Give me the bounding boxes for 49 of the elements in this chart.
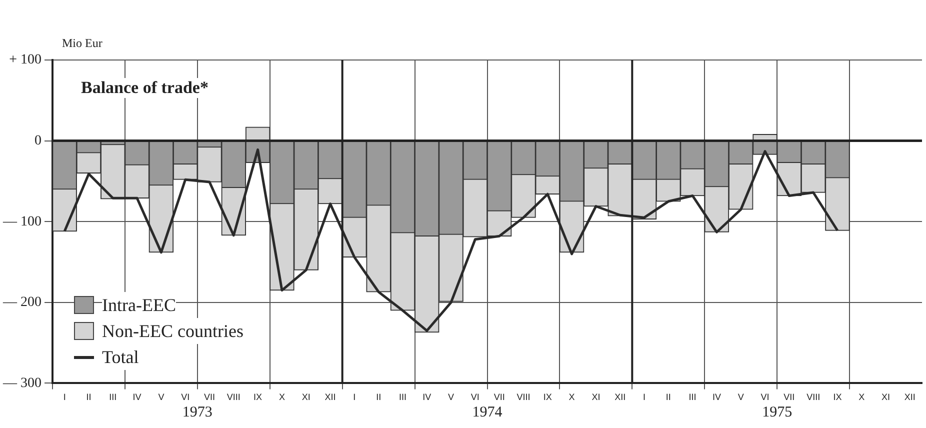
y-tick-label: 0 — [34, 133, 42, 148]
x-tick-label: V — [738, 392, 744, 402]
x-tick-label: IX — [543, 392, 552, 402]
x-tick-label: X — [858, 392, 865, 402]
x-tick-label: XI — [882, 392, 890, 402]
y-axis-title: Mio Eur — [62, 36, 102, 51]
legend-label: Intra-EEC — [102, 292, 176, 318]
x-tick-label: VIII — [226, 392, 240, 402]
x-tick-label: XII — [614, 392, 626, 402]
y-tick-label: + 100 — [9, 52, 42, 68]
x-tick-label: XII — [324, 392, 336, 402]
x-tick-label: VII — [784, 392, 795, 402]
y-tick-label: — 300 — [2, 376, 42, 391]
text: 1975 — [762, 404, 792, 421]
x-tick-label: XI — [302, 392, 310, 402]
x-tick-label: VI — [181, 392, 190, 402]
x-tick-label: VI — [470, 392, 480, 402]
x-tick-label: I — [642, 392, 646, 402]
x-tick-label: XII — [904, 392, 916, 402]
x-tick-label: II — [376, 392, 382, 402]
x-tick-label: IX — [833, 392, 842, 402]
x-tick-label: VIII — [516, 392, 530, 402]
legend-label: Non-EEC countries — [102, 318, 244, 344]
x-tick-label: IV — [132, 392, 142, 402]
y-tick-label: — 200 — [2, 295, 42, 310]
x-tick-label: III — [688, 392, 696, 402]
x-tick-label: IV — [712, 392, 721, 402]
y-tick-label: — 100 — [2, 214, 42, 230]
x-tick-label: III — [398, 392, 406, 402]
x-tick-label: II — [666, 392, 671, 402]
x-tick-label: VII — [494, 392, 505, 402]
x-tick-label: VIII — [806, 392, 820, 402]
x-tick-label: IV — [422, 392, 432, 402]
legend-label: Total — [102, 344, 139, 370]
text: 1973 — [182, 404, 212, 421]
x-tick-label: III — [109, 392, 117, 402]
x-tick-label: XI — [592, 392, 600, 402]
x-tick-label: VII — [204, 392, 215, 402]
x-tick-label: II — [86, 392, 92, 402]
x-tick-label: V — [158, 392, 164, 402]
x-tick-label: VI — [760, 392, 770, 402]
text: 1974 — [472, 404, 503, 421]
x-tick-label: X — [568, 392, 575, 402]
x-tick-label: I — [63, 392, 66, 402]
x-tick-label: V — [448, 392, 454, 402]
x-tick-label: I — [353, 392, 356, 402]
text: Balance of trade* — [78, 78, 212, 98]
x-tick-label: X — [278, 392, 285, 402]
x-tick-label: IX — [254, 392, 262, 402]
